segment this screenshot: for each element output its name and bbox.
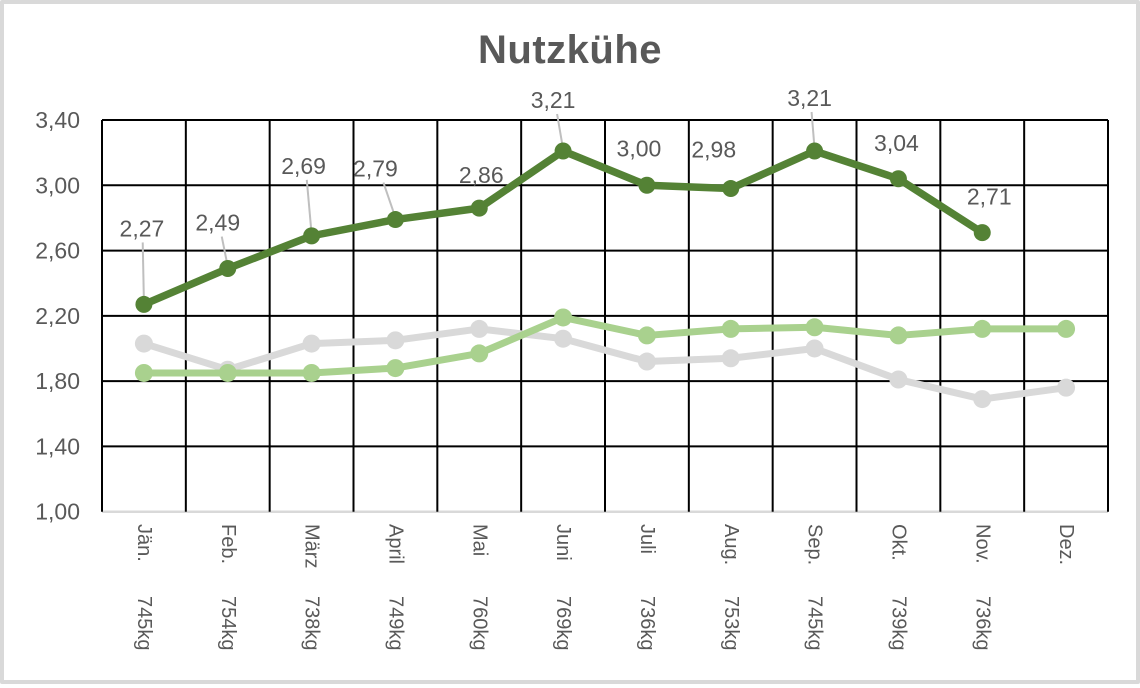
data-label-leader-line xyxy=(141,242,145,303)
gray-series-marker xyxy=(1057,378,1076,397)
x-tick-month-label: Feb. xyxy=(217,524,239,564)
light-green-series-marker xyxy=(1057,319,1076,338)
light-green-series-marker xyxy=(302,363,321,382)
x-tick-weight-label: 754kg xyxy=(217,596,239,651)
x-tick-weight-label: 739kg xyxy=(887,596,909,651)
gray-series-line xyxy=(140,325,1070,403)
y-tick-label: 1,00 xyxy=(35,499,80,525)
data-label: 2,98 xyxy=(691,137,736,163)
x-tick-month-label: Nov. xyxy=(971,524,993,564)
dark-green-labeled-series-marker xyxy=(303,227,321,245)
x-tick-weight-label: 753kg xyxy=(720,596,742,651)
y-tick-label: 1,80 xyxy=(35,368,80,394)
x-tick-weight-label: 738kg xyxy=(301,596,323,651)
x-tick-month-label: Okt. xyxy=(887,524,909,561)
light-green-series-marker xyxy=(889,326,908,345)
light-green-series-marker xyxy=(386,359,405,378)
y-tick-label: 3,00 xyxy=(35,172,80,198)
gray-series-marker xyxy=(470,319,489,338)
x-tick-weight-label: 745kg xyxy=(133,596,155,651)
y-tick-label: 1,40 xyxy=(35,433,80,459)
x-tick-month-label: Mai xyxy=(468,524,490,556)
data-label: 2,27 xyxy=(120,215,165,241)
x-tick-month-label: Dez. xyxy=(1055,524,1077,565)
x-tick-month-label: März xyxy=(301,524,323,568)
x-tick-month-label: Sep. xyxy=(804,524,826,565)
x-tick-month-label: Aug. xyxy=(720,524,742,565)
data-label: 3,04 xyxy=(874,130,919,156)
dark-green-labeled-series-marker xyxy=(889,170,907,188)
y-tick-label: 3,40 xyxy=(35,107,80,133)
data-label: 3,00 xyxy=(617,135,662,161)
light-green-series-marker xyxy=(470,344,489,363)
gray-series-marker xyxy=(889,370,908,389)
light-green-series-marker xyxy=(218,363,237,382)
light-green-series-marker xyxy=(134,363,153,382)
chart-title: Nutzkühe xyxy=(478,28,662,72)
dark-green-labeled-series-marker xyxy=(135,295,153,313)
data-label: 2,69 xyxy=(281,153,326,179)
x-tick-month-label: Juni xyxy=(552,524,574,561)
light-green-series-marker xyxy=(554,308,573,327)
dark-green-labeled-series-marker xyxy=(386,211,404,229)
dark-green-labeled-series-marker xyxy=(638,176,656,194)
x-tick-month-label: Juli xyxy=(636,524,658,554)
line-chart: 3,40 3,00 2,60 2,20 1,80 1,40 1,00 Jän. 745kg Feb… xyxy=(35,85,1109,651)
gray-series-marker xyxy=(973,390,992,409)
light-green-series-line xyxy=(140,313,1070,377)
dark-green-labeled-series-marker xyxy=(973,224,991,242)
gray-series-marker xyxy=(386,331,405,350)
data-label-leader-line xyxy=(305,179,313,234)
gray-series-marker xyxy=(302,334,321,353)
gray-series-marker xyxy=(134,334,153,353)
data-label: 2,86 xyxy=(459,162,504,188)
y-tick-label: 2,60 xyxy=(35,238,80,264)
data-label: 3,21 xyxy=(787,85,832,111)
dark-green-labeled-series-marker xyxy=(806,142,824,160)
y-tick-label: 2,20 xyxy=(35,303,80,329)
x-tick-weight-label: 749kg xyxy=(384,596,406,651)
gray-series-marker xyxy=(637,352,656,371)
gray-series-marker xyxy=(721,349,740,368)
data-label: 2,79 xyxy=(353,156,398,182)
x-tick-weight-label: 760kg xyxy=(468,596,490,651)
x-tick-weight-label: 769kg xyxy=(552,596,574,651)
dark-green-labeled-series-marker xyxy=(722,180,740,198)
light-green-series-marker xyxy=(973,319,992,338)
x-tick-month-label: Jän. xyxy=(133,524,155,562)
data-label: 2,49 xyxy=(195,210,240,236)
data-label: 2,71 xyxy=(967,184,1012,210)
light-green-series-marker xyxy=(721,319,740,338)
x-tick-weight-label: 745kg xyxy=(804,596,826,651)
dark-green-labeled-series-marker xyxy=(554,142,572,160)
x-tick-weight-label: 736kg xyxy=(971,596,993,651)
dark-green-labeled-series-marker xyxy=(470,199,488,217)
data-label: 3,21 xyxy=(531,87,576,113)
light-green-series-marker xyxy=(637,326,656,345)
light-green-series-marker xyxy=(805,318,824,337)
dark-green-labeled-series-marker xyxy=(219,260,237,278)
gray-series-marker xyxy=(805,339,824,358)
x-tick-month-label: April xyxy=(384,524,406,564)
gray-series-marker xyxy=(554,329,573,348)
x-tick-weight-label: 736kg xyxy=(636,596,658,651)
